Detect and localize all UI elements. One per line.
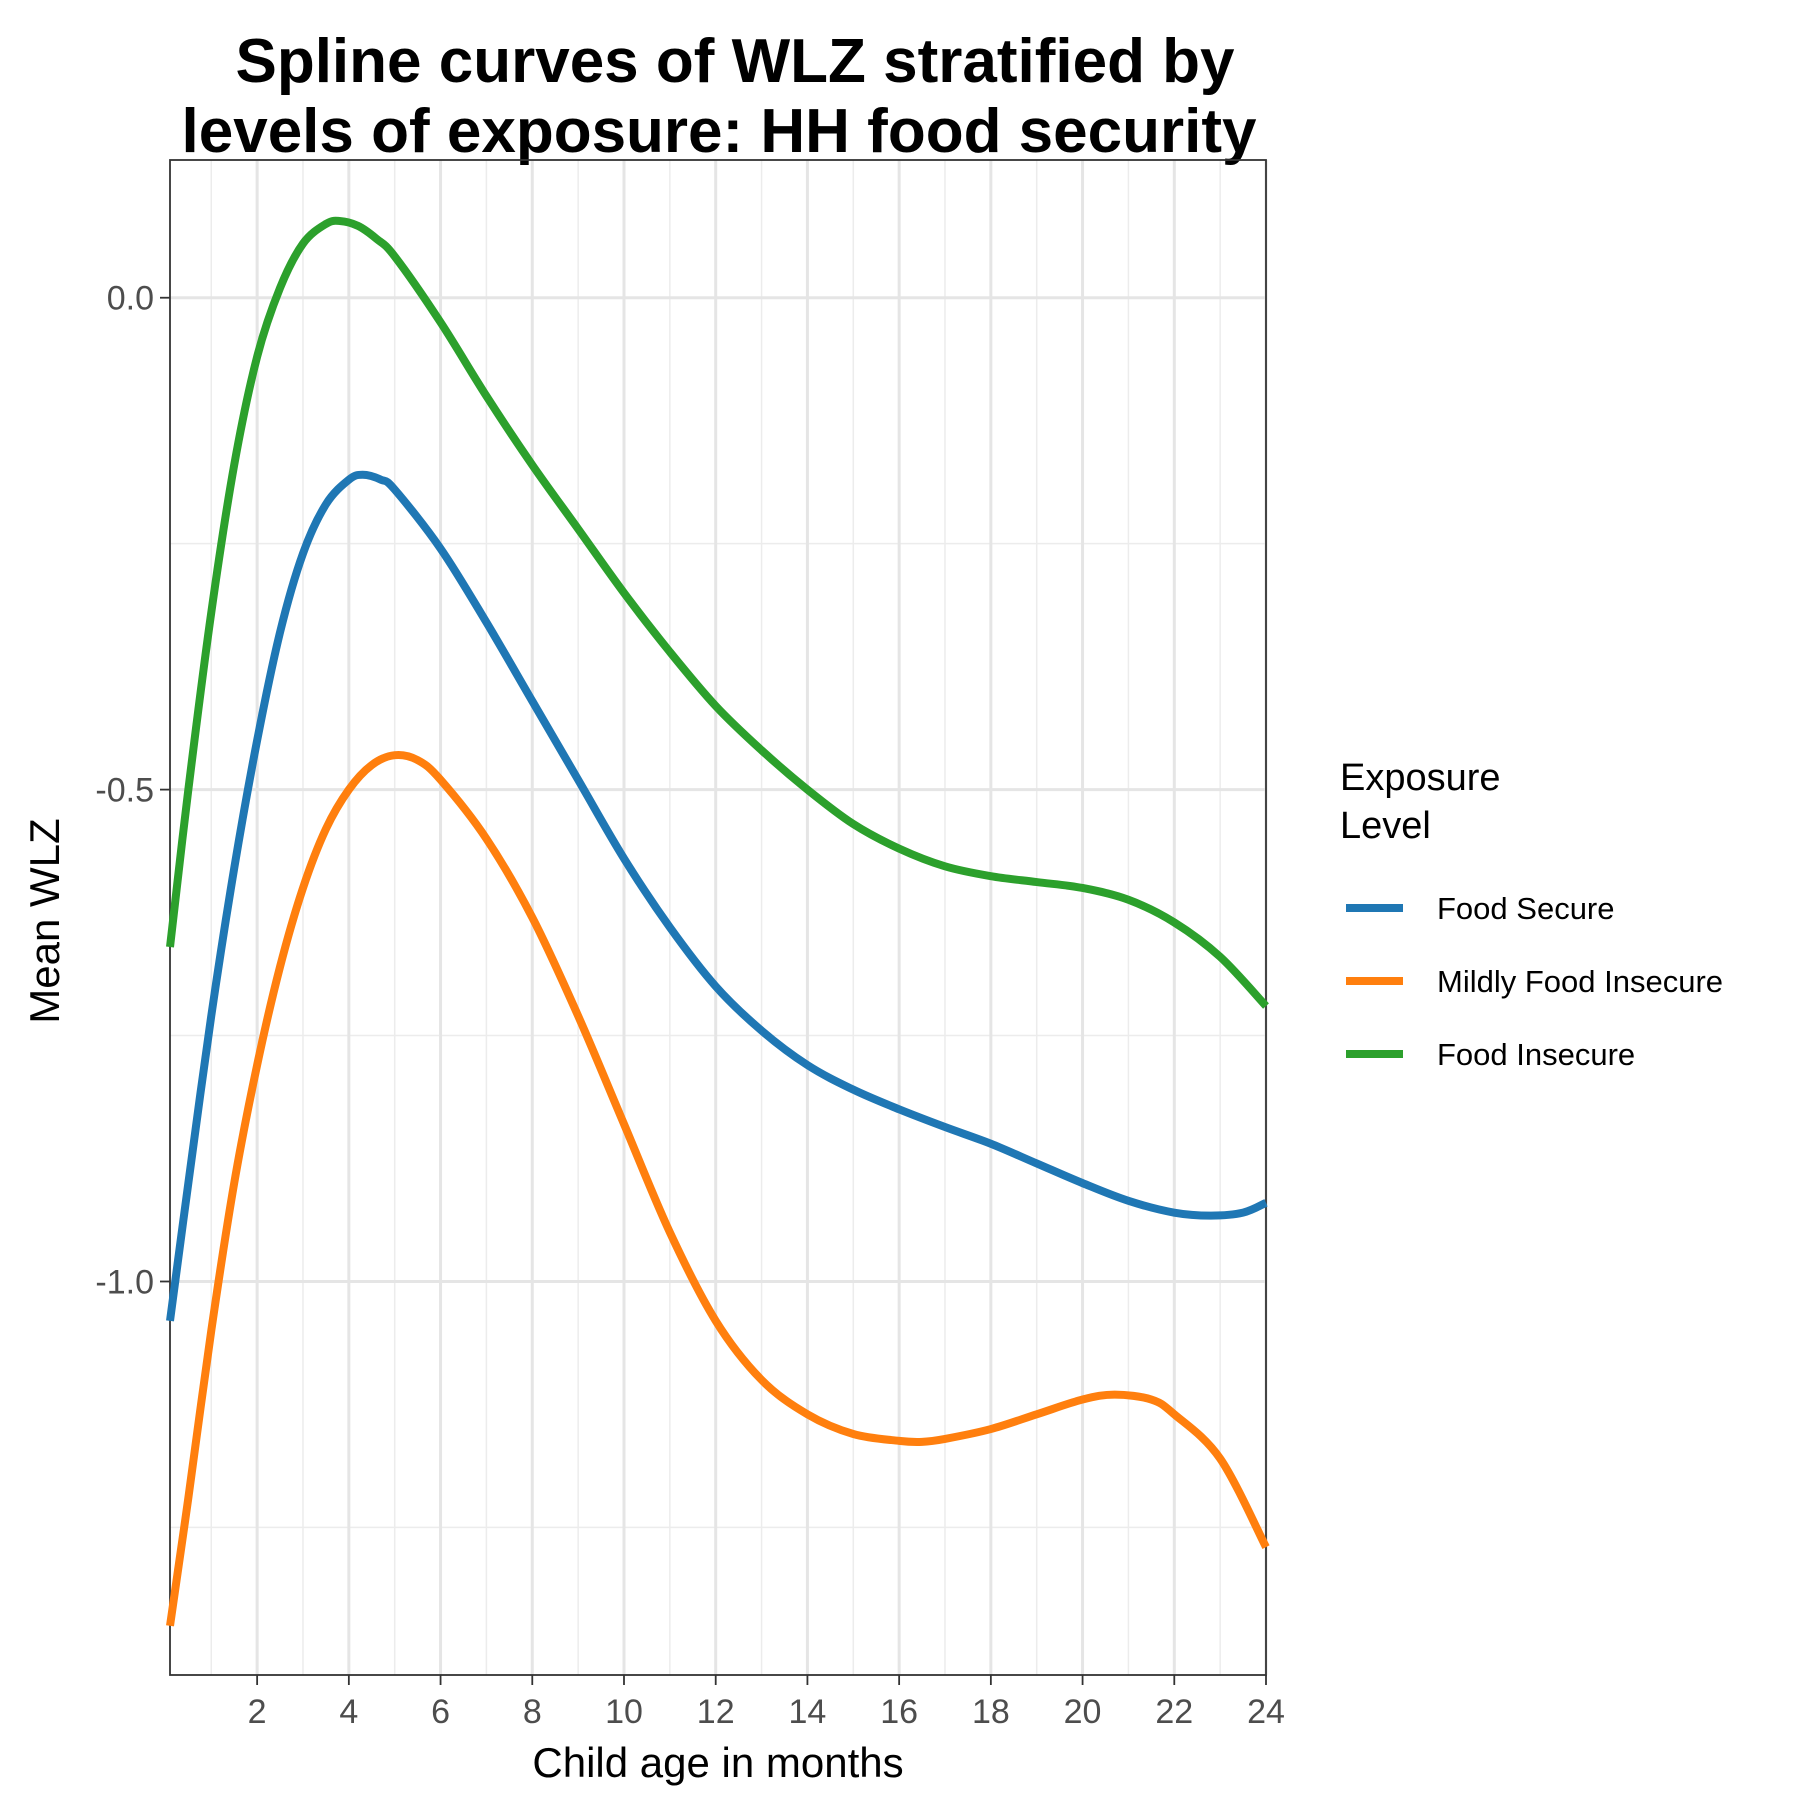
x-tick-label: 20 <box>1064 1693 1102 1731</box>
y-tick-label: -1.0 <box>95 1263 154 1301</box>
legend: Exposure Level Food Secure Mildly Food In… <box>1340 757 1723 1072</box>
legend-title-line-1: Exposure <box>1340 757 1501 799</box>
series-line-food-insecure <box>166 216 1269 1009</box>
grid <box>170 160 1268 1675</box>
series-line-mildly-food-insecure <box>166 750 1270 1627</box>
x-tick-label: 6 <box>431 1693 450 1731</box>
y-axis-title: Mean WLZ <box>21 818 68 1023</box>
legend-title-line-2: Level <box>1340 805 1431 847</box>
y-tick-label: 0.0 <box>107 280 154 318</box>
x-tick-label: 8 <box>523 1693 542 1731</box>
legend-label: Mildly Food Insecure <box>1437 964 1723 999</box>
x-tick-label: 24 <box>1247 1693 1285 1731</box>
x-tick-label: 12 <box>697 1693 735 1731</box>
x-axis-title: Child age in months <box>532 1739 903 1786</box>
axes: 2 4 6 8 10 12 14 16 18 20 22 240.0-0.5-1.0 <box>95 280 1285 1731</box>
x-tick-label: 2 <box>248 1693 267 1731</box>
chart-title-line-2: levels of exposure: HH food security <box>182 97 1257 166</box>
series-line-food-secure <box>166 470 1268 1322</box>
x-tick-label: 4 <box>339 1693 358 1731</box>
legend-label: Food Insecure <box>1437 1037 1635 1072</box>
legend-label: Food Secure <box>1437 891 1615 926</box>
series-lines <box>166 216 1270 1627</box>
x-tick-label: 22 <box>1155 1693 1193 1731</box>
y-tick-label: -0.5 <box>95 772 154 810</box>
x-tick-label: 16 <box>880 1693 918 1731</box>
plot-panel <box>169 159 1267 1676</box>
chart-title-line-1: Spline curves of WLZ stratified by <box>235 27 1235 96</box>
x-tick-label: 14 <box>789 1693 827 1731</box>
x-tick-label: 18 <box>972 1693 1010 1731</box>
x-tick-label: 10 <box>605 1693 643 1731</box>
